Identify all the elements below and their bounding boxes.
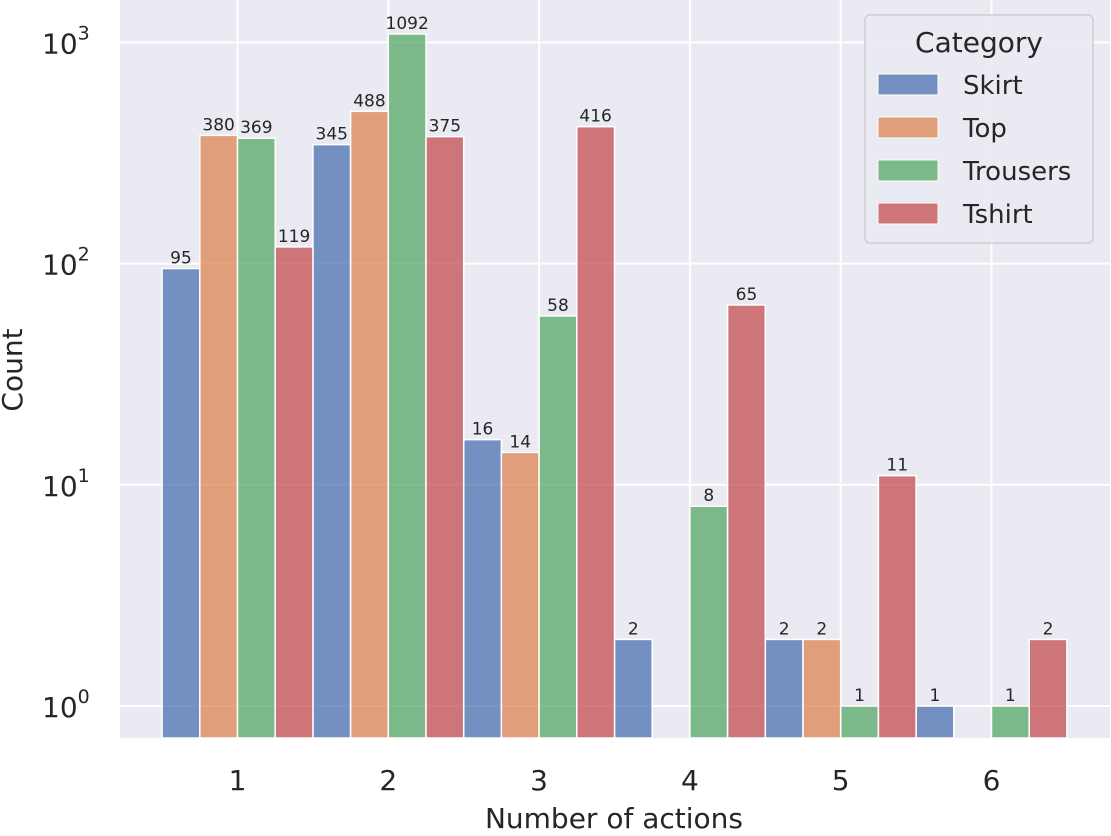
- legend-label-top: Top: [962, 114, 1007, 144]
- data-label: 369: [240, 118, 272, 138]
- data-label: 2: [816, 619, 827, 639]
- legend-swatch-trousers: [877, 159, 939, 182]
- bar-trousers-6: [990, 705, 1030, 739]
- data-label: 2: [1043, 619, 1054, 639]
- bar-top-5: [802, 638, 842, 739]
- bar-trousers-1: [236, 137, 276, 739]
- data-label: 375: [429, 117, 461, 137]
- data-label: 119: [278, 227, 310, 247]
- bar-tshirt-4: [726, 304, 767, 739]
- bar-skirt-3: [462, 438, 503, 739]
- bar-trousers-3: [538, 315, 578, 739]
- bar-tshirt-1: [274, 246, 314, 739]
- legend-swatch-tshirt: [877, 202, 939, 225]
- data-label: 1: [930, 686, 941, 706]
- x-tick-labels: 1 2 3 4 5 6: [229, 764, 1001, 797]
- y-tick-label: 100: [42, 686, 90, 724]
- legend-label-tshirt: Tshirt: [962, 200, 1033, 230]
- bar-tshirt-3: [576, 125, 616, 739]
- data-label: 2: [779, 619, 790, 639]
- bar-trousers-4: [689, 505, 729, 739]
- x-tick-label: 3: [530, 764, 548, 797]
- data-label: 345: [316, 125, 348, 145]
- x-tick-label: 1: [229, 764, 247, 797]
- data-label: 95: [170, 249, 192, 269]
- data-label: 14: [509, 432, 531, 452]
- y-axis-title: Count: [0, 328, 29, 411]
- bar-skirt-1: [161, 267, 201, 739]
- legend-swatch-skirt: [877, 73, 939, 96]
- data-label: 16: [472, 420, 494, 440]
- y-tick-label: 103: [42, 22, 90, 60]
- legend-label-skirt: Skirt: [963, 71, 1023, 101]
- y-tick-label: 102: [42, 244, 90, 282]
- bar-tshirt-6: [1028, 638, 1068, 739]
- bar-top-2: [349, 110, 390, 739]
- x-tick-label: 5: [832, 764, 850, 797]
- bar-trousers-5: [839, 705, 880, 739]
- y-tick-labels: 100 101 102 103: [42, 22, 90, 724]
- y-tick-label: 101: [42, 465, 90, 503]
- bar-top-3: [500, 451, 540, 739]
- bar-skirt-4: [613, 638, 653, 739]
- x-tick-label: 2: [379, 764, 397, 797]
- data-label: 380: [202, 115, 234, 135]
- legend-items: Skirt Top Trousers Tshirt: [877, 71, 1071, 230]
- x-tick-label: 4: [681, 764, 699, 797]
- bar-skirt-2: [312, 143, 352, 739]
- legend-frame: [864, 14, 1094, 244]
- legend-label-trousers: Trousers: [962, 157, 1071, 187]
- data-label: 58: [547, 296, 569, 316]
- bar-skirt-6: [915, 705, 955, 739]
- data-label: 1: [854, 686, 865, 706]
- bars: [161, 33, 1068, 739]
- data-label: 416: [579, 107, 611, 127]
- legend-title: Category: [915, 26, 1043, 59]
- bar-tshirt-5: [877, 474, 917, 739]
- bar-top-1: [199, 134, 239, 739]
- bar-skirt-5: [764, 638, 804, 739]
- legend-swatch-top: [877, 116, 939, 139]
- legend: Category Skirt Top Trousers Tshirt: [864, 14, 1094, 244]
- data-label: 11: [886, 456, 908, 476]
- data-label: 2: [628, 619, 639, 639]
- data-label: 8: [703, 486, 714, 506]
- x-tick-label: 6: [983, 764, 1001, 797]
- bar-tshirt-2: [425, 135, 465, 739]
- data-label: 1: [1005, 686, 1016, 706]
- data-label: 488: [353, 91, 385, 111]
- data-label: 65: [736, 285, 758, 305]
- bar-trousers-2: [387, 33, 427, 739]
- data-label: 1092: [386, 14, 429, 34]
- x-axis-title: Number of actions: [485, 802, 743, 835]
